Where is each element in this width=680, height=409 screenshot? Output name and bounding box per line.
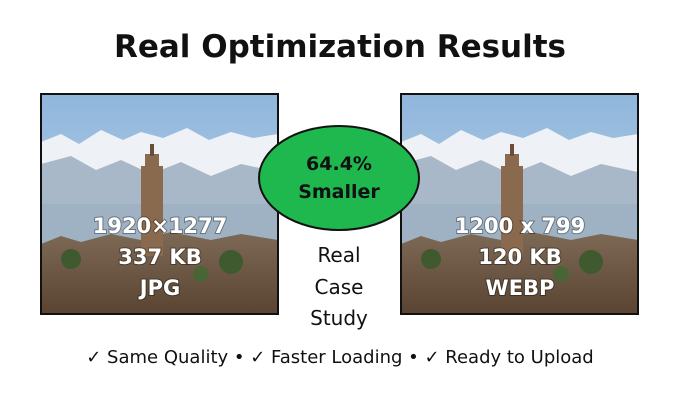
case-label: Case (315, 275, 364, 299)
badge (258, 125, 420, 231)
case-label: Study (310, 306, 368, 330)
before-format: JPG (138, 276, 180, 300)
badge-percent: 64.4% (306, 153, 372, 175)
before-size: 337 KB (118, 245, 201, 269)
badge-label: Smaller (298, 181, 380, 203)
case-label: Real (317, 243, 360, 267)
after-size: 120 KB (478, 245, 561, 269)
before-dimensions: 1920×1277 (93, 214, 228, 238)
footer: ✓ Same Quality • ✓ Faster Loading • ✓ Re… (86, 347, 593, 368)
after-dimensions: 1200 x 799 (455, 214, 585, 238)
title: Real Optimization Results (114, 29, 566, 65)
after-format: WEBP (486, 276, 555, 300)
